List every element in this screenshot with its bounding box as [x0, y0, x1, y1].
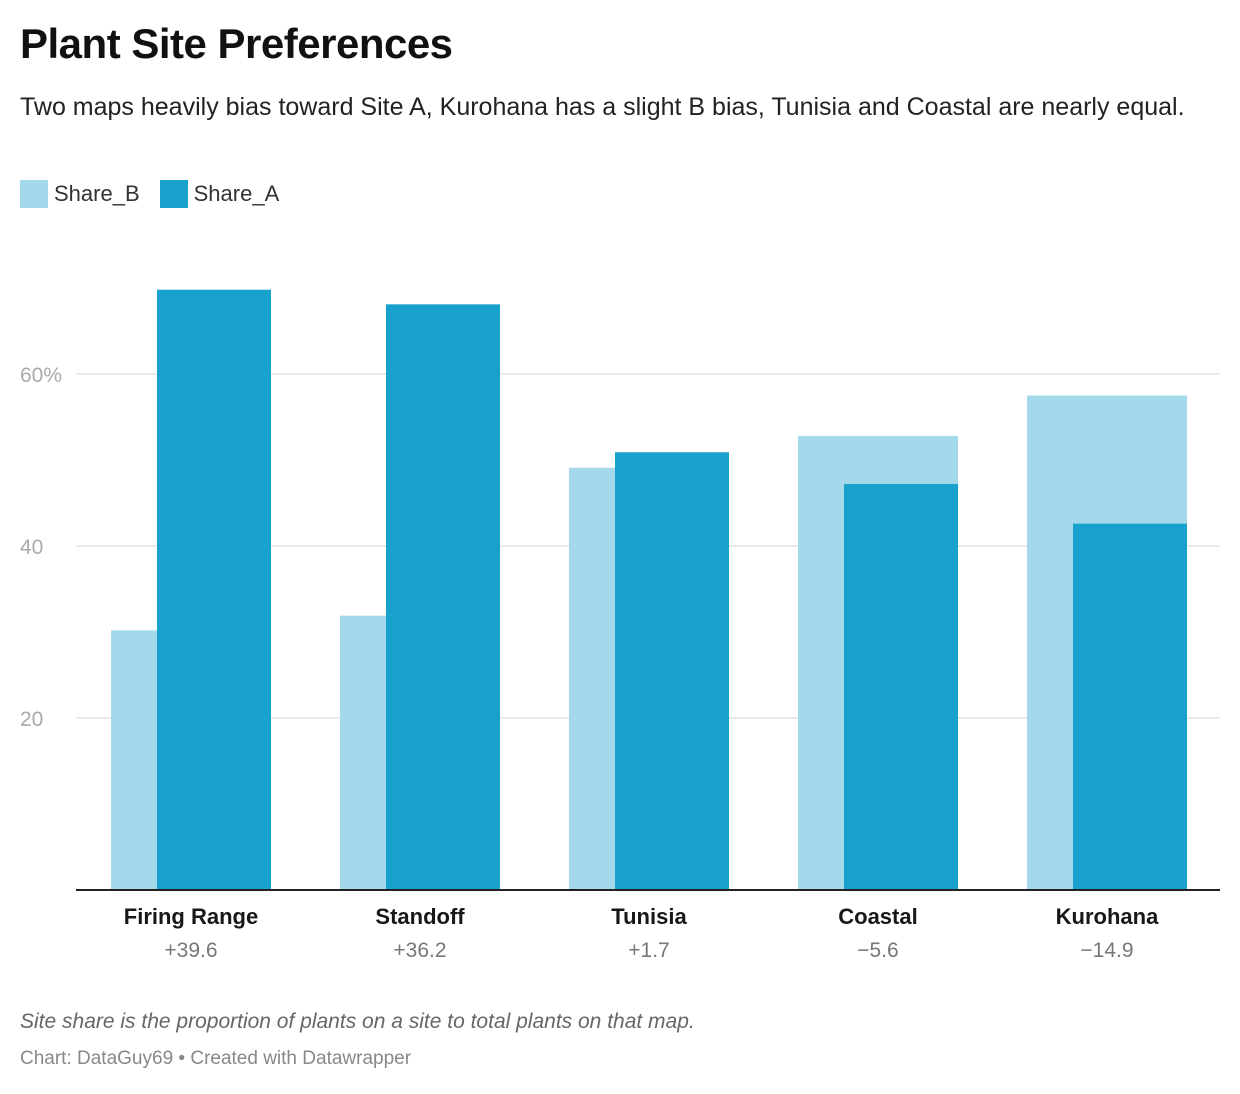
x-difference-label: +39.6 [164, 939, 217, 962]
x-category-label: Coastal [838, 904, 917, 929]
x-difference-label: −5.6 [857, 939, 898, 962]
legend-item-share-b: Share_B [20, 180, 140, 208]
y-tick-label: 60% [20, 364, 62, 387]
x-difference-label: −14.9 [1080, 939, 1133, 962]
chart-byline: Chart: DataGuy69 • Created with Datawrap… [20, 1048, 412, 1069]
legend-swatch-share-b [20, 180, 48, 208]
x-category-label: Kurohana [1056, 904, 1159, 929]
legend-label-share-b: Share_B [54, 181, 140, 206]
x-category-label: Tunisia [611, 904, 687, 929]
legend-swatch-share-a [159, 180, 188, 208]
y-tick-label: 20 [20, 708, 43, 731]
legend: Share_B Share_A [20, 180, 299, 208]
bar-share-a [615, 452, 729, 890]
x-category-label: Standoff [375, 904, 465, 929]
legend-label-share-a: Share_A [193, 181, 280, 206]
chart-subtitle: Two maps heavily bias toward Site A, Kur… [20, 93, 1185, 121]
bar-share-a [157, 289, 271, 891]
bar-share-a [844, 484, 958, 890]
x-difference-label: +36.2 [393, 939, 446, 962]
bar-chart: 20 40 60% Firing Range +39.6 Standoff +36.2 Tun… [20, 289, 1220, 962]
chart-title: Plant Site Preferences [20, 20, 453, 67]
y-tick-label: 40 [20, 536, 43, 559]
bar-share-a [386, 304, 500, 891]
legend-item-share-a: Share_A [159, 180, 280, 208]
chart-notes: Site share is the proportion of plants o… [20, 1010, 695, 1033]
bar-share-a [1073, 523, 1187, 890]
x-category-label: Firing Range [124, 904, 258, 929]
x-difference-label: +1.7 [628, 939, 669, 962]
